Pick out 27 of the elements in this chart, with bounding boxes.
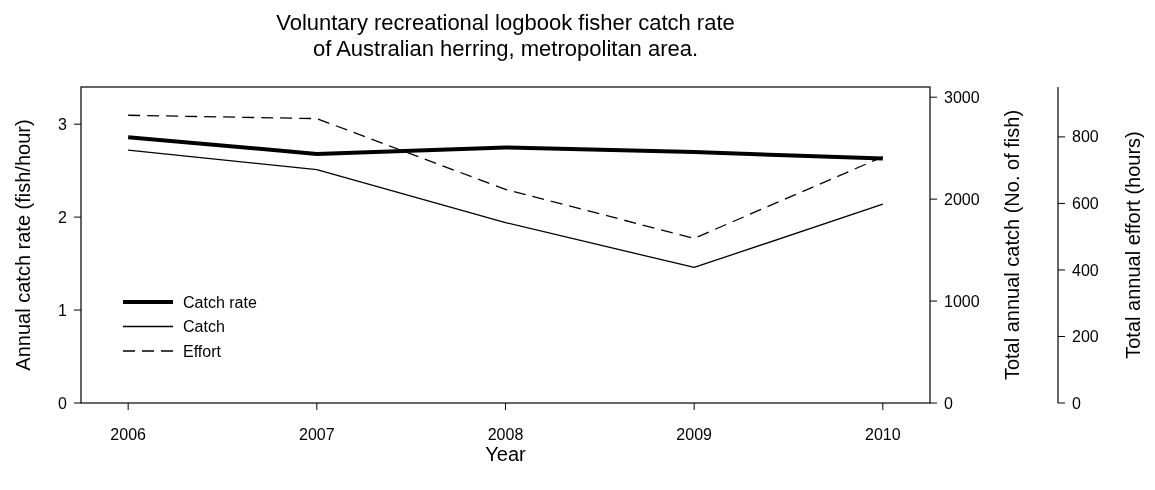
y3-tick-label: 600 [1072,195,1099,213]
x-tick-label: 2010 [865,426,901,443]
y-tick-label: 2 [58,208,68,226]
y-tick-label: 3 [58,115,68,133]
y-tick-label: 0 [58,394,68,412]
x-tick-label: 2008 [487,426,524,443]
y2-tick-label: 3000 [944,88,980,106]
legend-label: Catch [183,318,225,336]
y3-tick-label: 400 [1072,261,1099,279]
y3-tick-label: 0 [1072,394,1081,412]
y3-axis-title: Total annual effort (hours) [1122,131,1144,359]
y2-tick-label: 1000 [944,292,980,310]
y3-tick-label: 800 [1072,128,1099,146]
x-tick-label: 2007 [299,426,335,443]
y2-tick-label: 2000 [944,190,980,208]
legend-label: Effort [183,342,222,360]
y-axis-title: Annual catch rate (fish/hour) [12,119,34,371]
line-series [127,149,884,269]
y3-tick-label: 200 [1072,328,1099,346]
x-tick-label: 2009 [676,426,713,443]
chart-title: Voluntary recreational logbook fisher catch rate of Australian herring, metropolitan area. [276,10,735,61]
y2-axis-title: Total annual catch (No. of fish) [1001,109,1023,381]
y2-tick-label: 0 [944,394,953,412]
x-axis-title: Year [485,443,527,465]
x-tick-label: 2006 [110,426,147,443]
y-tick-label: 1 [58,301,68,319]
legend-label: Catch rate [183,293,257,311]
